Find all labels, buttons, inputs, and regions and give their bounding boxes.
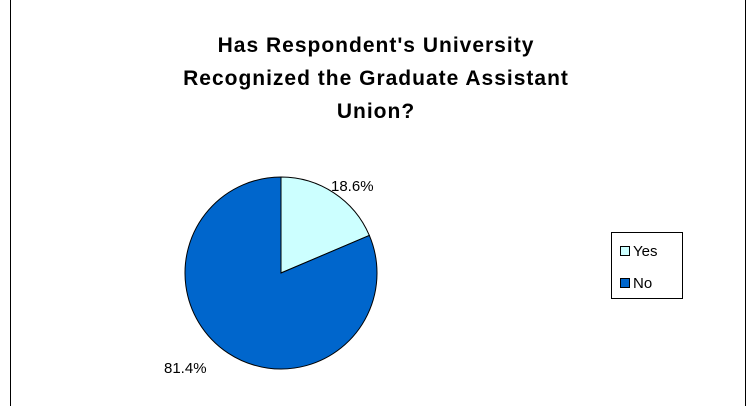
legend-swatch-yes <box>620 246 630 256</box>
pie-slice-no <box>184 176 378 370</box>
legend-swatch-no <box>620 278 630 288</box>
pie-slice-yes <box>280 176 370 274</box>
data-label-yes: 18.6% <box>331 178 374 195</box>
pie-slices <box>184 176 378 370</box>
chart-title-line-1: Has Respondent's University <box>218 34 535 57</box>
data-label-no: 81.4% <box>164 360 207 377</box>
legend: Yes No <box>611 232 683 299</box>
chart-title-line-2: Recognized the Graduate Assistant <box>183 67 569 90</box>
chart-title-line-3: Union? <box>337 100 415 123</box>
legend-label-no: No <box>633 275 652 292</box>
legend-label-yes: Yes <box>633 243 657 260</box>
